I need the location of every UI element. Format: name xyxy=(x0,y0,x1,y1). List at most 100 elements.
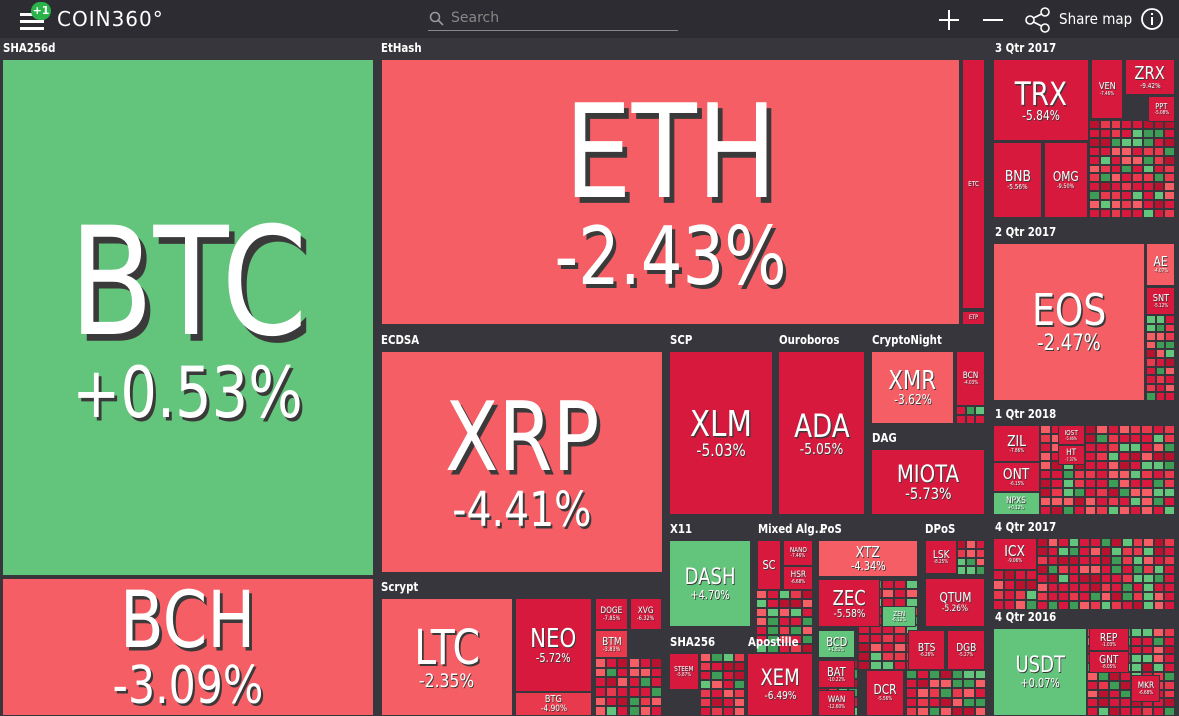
coin-tile[interactable]: BTM -3.83% xyxy=(595,630,628,658)
minor-coin[interactable] xyxy=(1068,583,1080,592)
minor-coin[interactable] xyxy=(975,406,985,415)
minor-coin[interactable] xyxy=(1131,645,1142,655)
minor-coin[interactable] xyxy=(790,608,802,617)
minor-coin[interactable] xyxy=(1100,574,1112,583)
minor-coin[interactable] xyxy=(1146,315,1156,324)
minor-coin[interactable] xyxy=(733,680,745,689)
minor-coin[interactable] xyxy=(1051,497,1063,506)
minor-coin[interactable] xyxy=(1121,120,1132,129)
minor-coin[interactable] xyxy=(790,590,802,599)
minor-coin[interactable] xyxy=(1132,538,1144,547)
minor-coin[interactable] xyxy=(1153,654,1164,664)
minor-coin[interactable] xyxy=(1096,461,1108,470)
minor-coin[interactable] xyxy=(951,697,964,707)
minor-coin[interactable] xyxy=(1098,689,1109,699)
coin-tile[interactable]: EOS -2.47% xyxy=(993,243,1145,401)
minor-coin[interactable] xyxy=(778,626,791,635)
minor-coin[interactable] xyxy=(882,634,894,643)
minor-coin[interactable] xyxy=(1163,425,1175,434)
minor-coin[interactable] xyxy=(1058,565,1069,574)
minor-coin[interactable] xyxy=(906,679,918,689)
minor-coin[interactable] xyxy=(1155,358,1166,367)
minor-coin[interactable] xyxy=(700,698,712,707)
minor-coin[interactable] xyxy=(1121,556,1133,565)
minor-coin[interactable] xyxy=(617,687,629,697)
minor-coin[interactable] xyxy=(1085,506,1097,515)
minor-coin[interactable] xyxy=(1143,601,1154,610)
coin-tile[interactable]: ONT -6.15% xyxy=(993,462,1040,492)
minor-coin[interactable] xyxy=(1155,392,1166,401)
coin-tile[interactable]: DASH +4.70% xyxy=(669,540,751,627)
minor-coin[interactable] xyxy=(1153,601,1165,610)
minor-coin[interactable] xyxy=(1142,636,1153,646)
minor-coin[interactable] xyxy=(711,680,723,689)
minor-coin[interactable] xyxy=(940,706,952,716)
minor-coin[interactable] xyxy=(1153,663,1164,672)
minor-coin[interactable] xyxy=(1152,506,1164,515)
minor-coin[interactable] xyxy=(1110,191,1122,201)
minor-coin[interactable] xyxy=(1089,191,1100,201)
minor-coin[interactable] xyxy=(1164,200,1175,210)
minor-coin[interactable] xyxy=(1090,574,1101,583)
minor-coin[interactable] xyxy=(1058,601,1069,610)
minor-coin[interactable] xyxy=(1163,434,1175,443)
minor-coin[interactable] xyxy=(1165,332,1175,341)
minor-coin[interactable] xyxy=(1164,654,1175,664)
minor-coin[interactable] xyxy=(1073,506,1085,515)
coin-tile[interactable]: NEO -5.72% xyxy=(515,598,592,692)
minor-coin[interactable] xyxy=(1040,452,1052,461)
minor-coin[interactable] xyxy=(1121,164,1132,174)
coin-tile[interactable]: AE -4.07% xyxy=(1146,243,1175,286)
minor-coin[interactable] xyxy=(1107,452,1119,461)
minor-coin[interactable] xyxy=(722,707,734,716)
minor-coin[interactable] xyxy=(1090,583,1101,592)
minor-coin[interactable] xyxy=(1098,698,1109,708)
minor-coin[interactable] xyxy=(1153,128,1165,138)
minor-coin[interactable] xyxy=(767,599,779,608)
minor-coin[interactable] xyxy=(1099,182,1111,192)
minor-coin[interactable] xyxy=(1121,155,1132,165)
minor-coin[interactable] xyxy=(956,415,966,424)
minor-coin[interactable] xyxy=(1163,497,1175,506)
coin-tile[interactable]: ETC xyxy=(962,59,985,309)
minor-coin[interactable] xyxy=(1164,672,1175,681)
minor-coin[interactable] xyxy=(1152,497,1164,506)
minor-coin[interactable] xyxy=(917,706,929,716)
minor-coin[interactable] xyxy=(1142,628,1153,637)
minor-coin[interactable] xyxy=(1121,547,1133,556)
minor-coin[interactable] xyxy=(1090,565,1101,574)
minor-coin[interactable] xyxy=(1141,506,1153,515)
minor-coin[interactable] xyxy=(1079,592,1091,601)
minor-coin[interactable] xyxy=(1100,556,1112,565)
minor-coin[interactable] xyxy=(1099,128,1111,138)
minor-coin[interactable] xyxy=(606,677,618,687)
minor-coin[interactable] xyxy=(700,680,712,689)
minor-coin[interactable] xyxy=(595,658,607,668)
minor-coin[interactable] xyxy=(1155,323,1166,333)
minor-coin[interactable] xyxy=(1062,470,1074,479)
minor-coin[interactable] xyxy=(1164,574,1175,583)
minor-coin[interactable] xyxy=(917,688,929,698)
minor-coin[interactable] xyxy=(1142,182,1154,192)
minor-coin[interactable] xyxy=(1132,583,1144,592)
coin-tile[interactable]: NPXS +0.12% xyxy=(993,492,1040,515)
minor-coin[interactable] xyxy=(1026,590,1037,600)
minor-coin[interactable] xyxy=(1058,592,1069,601)
minor-coin[interactable] xyxy=(870,634,882,643)
minor-coin[interactable] xyxy=(1037,574,1048,583)
minor-coin[interactable] xyxy=(957,566,967,575)
minor-coin[interactable] xyxy=(639,687,651,697)
minor-coin[interactable] xyxy=(1143,538,1154,547)
minor-coin[interactable] xyxy=(733,653,745,662)
minor-coin[interactable] xyxy=(1163,506,1175,515)
minor-coin[interactable] xyxy=(700,707,712,716)
minor-coin[interactable] xyxy=(617,658,629,668)
minor-coin[interactable] xyxy=(1073,488,1085,497)
minor-coin[interactable] xyxy=(756,644,768,653)
minor-coin[interactable] xyxy=(756,599,768,608)
minor-coin[interactable] xyxy=(1130,452,1142,461)
minor-coin[interactable] xyxy=(778,635,791,644)
minor-coin[interactable] xyxy=(595,667,607,678)
minor-coin[interactable] xyxy=(1121,565,1133,574)
minor-coin[interactable] xyxy=(790,617,802,626)
